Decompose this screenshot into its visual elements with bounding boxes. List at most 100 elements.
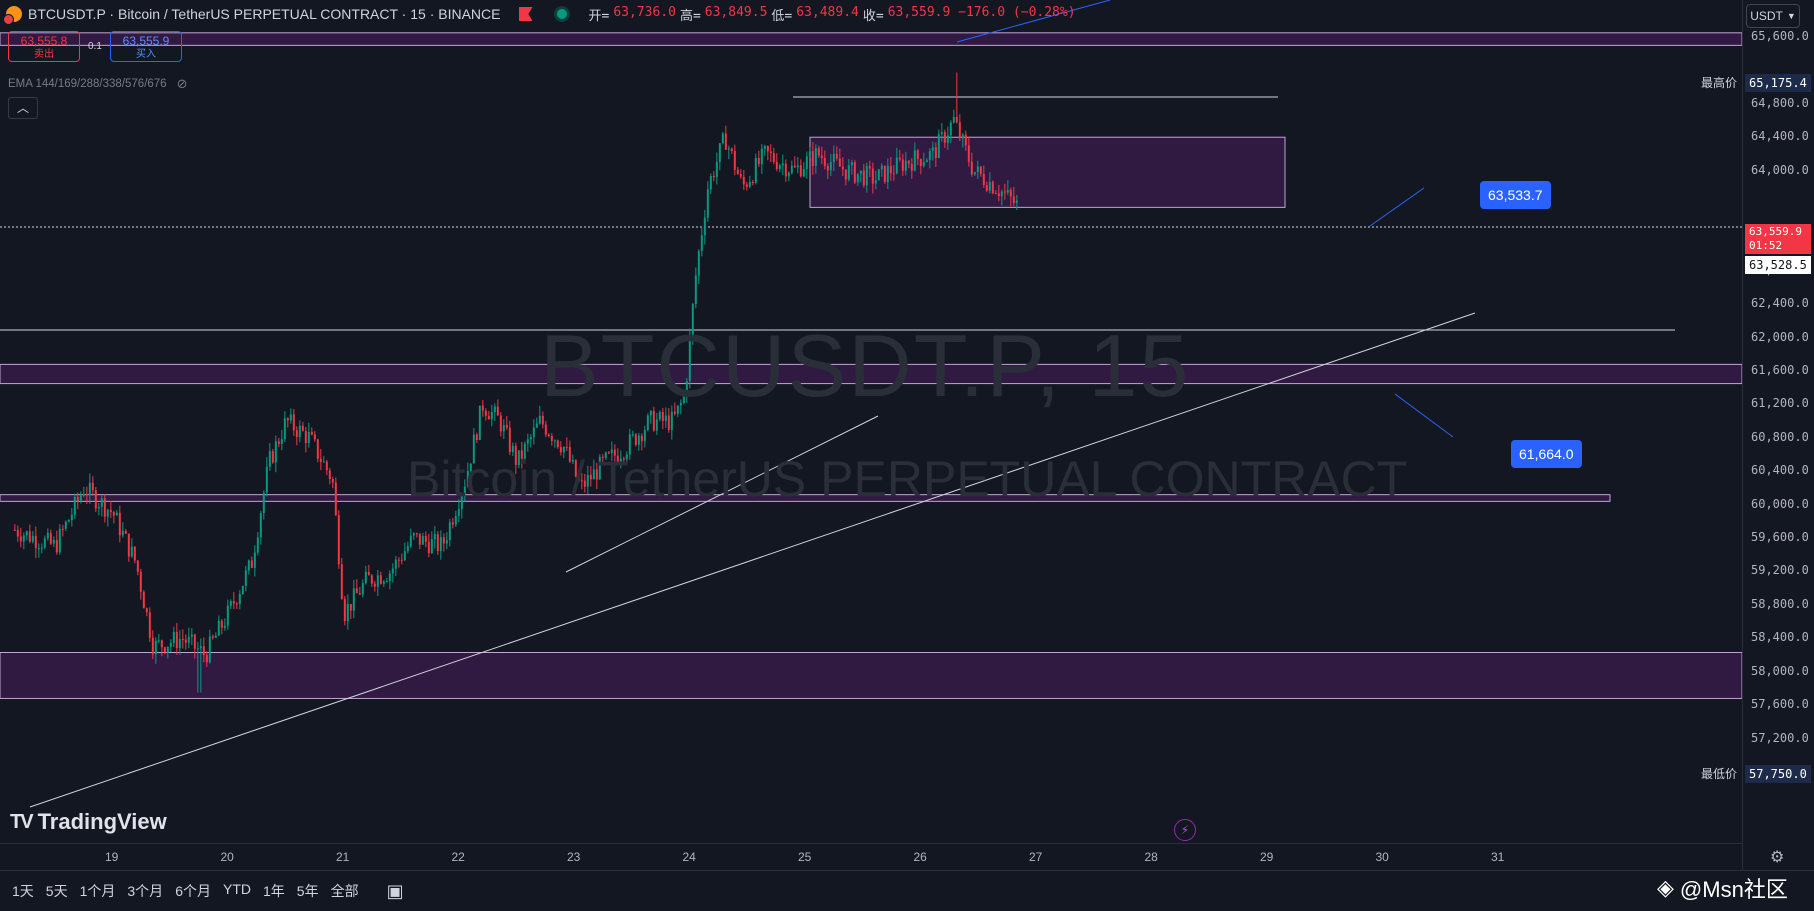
lightning-icon[interactable]: ⚡ (1174, 819, 1196, 841)
candle-body (403, 551, 406, 560)
candle-body (565, 446, 568, 448)
buy-button[interactable]: 63,555.9 买入 (110, 31, 182, 62)
candle-body (247, 560, 250, 571)
candle-body (481, 405, 484, 411)
candle-body (352, 588, 355, 611)
range-button[interactable]: 1天 (12, 883, 34, 899)
time-tick-label: 25 (798, 850, 812, 864)
candle-body (259, 513, 262, 538)
sell-button[interactable]: 63,555.8 卖出 (8, 31, 80, 62)
price-callout-upper[interactable]: 63,533.7 (1480, 181, 1551, 209)
symbol-title[interactable]: BTCUSDT.P · Bitcoin / TetherUS PERPETUAL… (28, 6, 501, 22)
indicator-legend[interactable]: EMA 144/169/288/338/576/676 ⊘ (8, 76, 188, 92)
candle-body (697, 250, 700, 276)
candle-body (91, 482, 94, 491)
candle-body (559, 447, 562, 453)
range-button[interactable]: 1个月 (79, 883, 116, 899)
candle-body (49, 532, 52, 544)
candle-body (745, 184, 748, 187)
eye-off-icon[interactable]: ⊘ (176, 76, 188, 91)
price-tick-label: 64,000.0 (1751, 162, 1809, 177)
candle-body (145, 608, 148, 613)
candle-body (124, 530, 127, 534)
range-button[interactable]: 5天 (45, 883, 68, 899)
candle-body (226, 605, 229, 626)
range-button[interactable]: 6个月 (175, 883, 211, 899)
candle-body (964, 134, 967, 146)
price-callout-lower[interactable]: 61,664.0 (1511, 440, 1582, 468)
candle-body (409, 535, 412, 547)
range-toolbar: 1天 5天 1个月 3个月 6个月 YTD 1年 5年 全部 ▣ (0, 870, 1814, 911)
candle-body (994, 193, 997, 195)
candle-body (766, 145, 769, 152)
candle-body (463, 486, 466, 496)
candle-body (844, 169, 847, 180)
price-chart[interactable] (0, 0, 1742, 843)
candle-body (382, 581, 385, 584)
range-button[interactable]: 3个月 (127, 883, 164, 899)
candle-body (208, 636, 211, 663)
ohlc-values: 开= 63,736.0 高= 63,849.5 低= 63,489.4 收= 63,55… (589, 5, 1076, 24)
candle-body (103, 498, 106, 517)
candle-body (445, 540, 448, 544)
candle-body (421, 535, 424, 545)
candle-body (847, 165, 850, 180)
tradingview-logo[interactable]: TV TradingView (10, 809, 167, 835)
candle-body (433, 534, 436, 540)
candle-body (814, 148, 817, 166)
candle-body (799, 165, 802, 177)
buy-price: 63,555.9 (122, 34, 170, 48)
price-zone[interactable] (0, 363, 1742, 385)
open-value: 63,736.0 (613, 4, 676, 20)
market-status-icon[interactable] (556, 9, 567, 19)
tradingview-mark-icon: TV (10, 810, 34, 833)
price-zone[interactable] (809, 136, 1286, 208)
candle-body (784, 163, 787, 177)
price-axis[interactable]: 65,600.064,800.064,400.064,000.062,800.0… (1742, 0, 1814, 870)
price-zone[interactable] (0, 32, 1742, 46)
candle-body (394, 559, 397, 569)
collapse-legend-button[interactable]: ︿ (8, 97, 38, 119)
candle-body (223, 625, 226, 628)
candle-body (439, 537, 442, 552)
calendar-range-icon[interactable]: ▣ (386, 880, 404, 901)
candle-body (856, 173, 859, 183)
ema-label[interactable]: EMA 144/169/288/338/576/676 (8, 78, 167, 90)
candle-body (577, 476, 580, 481)
candle-body (475, 434, 478, 440)
candle-body (664, 415, 667, 421)
candle-body (388, 573, 391, 582)
candle-body (220, 620, 223, 628)
candle-body (850, 162, 853, 166)
range-button[interactable]: YTD (222, 881, 251, 897)
candle-body (112, 512, 115, 516)
candle-body (157, 640, 160, 642)
candle-body (154, 640, 157, 655)
candle-body (865, 166, 868, 186)
candle-body (619, 458, 622, 462)
range-button[interactable]: 5年 (296, 883, 319, 899)
long-trendline[interactable] (29, 312, 1476, 808)
range-button[interactable]: 1年 (262, 883, 285, 899)
candle-body (691, 304, 694, 337)
candle-body (22, 535, 25, 542)
flag-icon[interactable] (518, 7, 533, 21)
settings-gear-icon[interactable]: ⚙ (1770, 849, 1785, 866)
candle-body (427, 541, 430, 554)
candle-body (805, 156, 808, 170)
candle-body (331, 479, 334, 483)
currency-selector[interactable]: USDT ▼ (1746, 4, 1800, 28)
low-label: 低= (771, 8, 793, 24)
short-trendline[interactable] (565, 415, 879, 573)
candle-body (625, 454, 628, 460)
symbol-info[interactable]: BTCUSDT.P · Bitcoin / TetherUS PERPETUAL… (0, 6, 501, 25)
range-button[interactable]: 全部 (330, 883, 359, 899)
time-axis[interactable]: 19 20 21 22 23 24 25 26 27 28 29 30 31 ⚙ (0, 843, 1784, 870)
close-label: 收= (862, 8, 884, 24)
candle-body (133, 546, 136, 561)
bar-countdown: 01:52 (1749, 239, 1783, 252)
candle-body (916, 150, 919, 160)
price-zone[interactable] (0, 652, 1742, 699)
price-tick-label: 64,400.0 (1751, 129, 1809, 144)
price-zone[interactable] (0, 494, 1611, 502)
